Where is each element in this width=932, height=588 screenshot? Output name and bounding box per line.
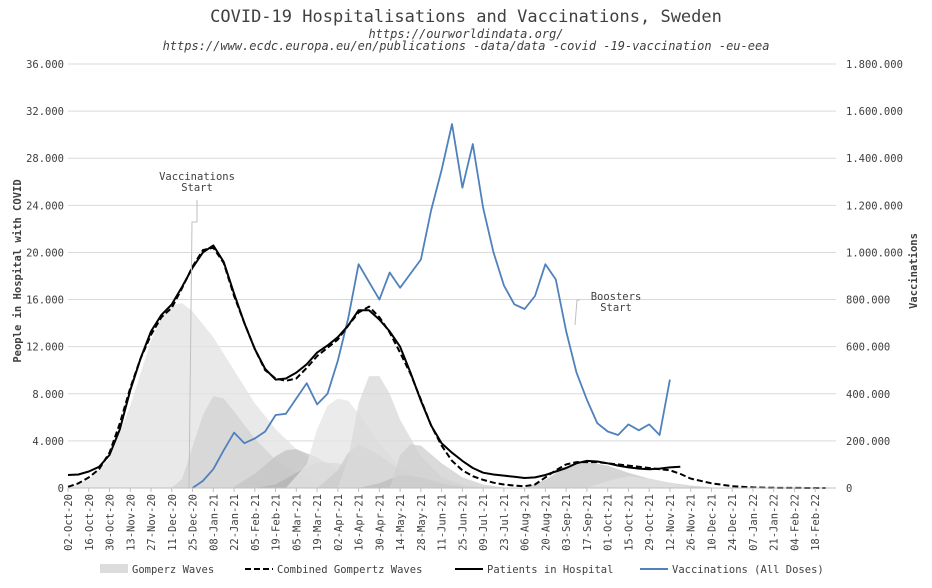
y-right-tick-label: 0 xyxy=(846,483,852,495)
legend: Gomperz Waves Combined Gompertz Waves Pati… xyxy=(100,564,824,576)
y-left-tick-label: 4.000 xyxy=(32,436,64,448)
annotation-boosters-start: Start xyxy=(600,302,632,314)
x-tick-label: 01-Oct-21 xyxy=(603,494,615,551)
x-tick-label: 05-Feb-21 xyxy=(250,494,262,551)
x-tick-label: 23-Jul-21 xyxy=(499,494,511,551)
x-tick-label: 27-Nov-20 xyxy=(146,494,158,551)
annotation-vaccinations-start: Start xyxy=(181,182,213,194)
combined-gompertz-line xyxy=(67,246,826,489)
x-tick-label: 10-Dec-21 xyxy=(706,494,718,551)
y-right-tick-label: 400.000 xyxy=(846,389,890,401)
x-tick-label: 25-Dec-20 xyxy=(188,494,200,551)
y-right-tick-label: 1.600.000 xyxy=(846,106,903,118)
x-tick-label: 07-Jan-22 xyxy=(748,494,760,551)
series-lines xyxy=(67,123,826,489)
x-tick-label: 19-Feb-21 xyxy=(271,494,283,551)
x-tick-label: 22-Jan-21 xyxy=(229,494,241,551)
chart-source-1: https://ourworldindata.org/ xyxy=(368,27,563,41)
x-tick-label: 30-Oct-20 xyxy=(105,494,117,551)
x-tick-label: 11-Dec-20 xyxy=(167,494,179,551)
vaccinations-start-leader xyxy=(188,200,198,489)
x-tick-label: 28-May-21 xyxy=(416,494,428,551)
legend-label: Vaccinations (All Doses) xyxy=(672,564,824,576)
y-left-tick-label: 16.000 xyxy=(26,295,64,307)
chart-source-2: https://www.ecdc.europa.eu/en/publicatio… xyxy=(163,39,770,53)
legend-label: Gomperz Waves xyxy=(132,564,214,576)
annotation-boosters-start: Boosters xyxy=(591,291,642,303)
gompertz-wave-area xyxy=(586,476,691,488)
x-tick-label: 12-Nov-21 xyxy=(665,494,677,551)
x-tick-label: 04-Feb-22 xyxy=(789,494,801,551)
x-tick-label: 21-Jan-22 xyxy=(769,494,781,551)
y-left-tick-label: 32.000 xyxy=(26,106,64,118)
y-right-tick-label: 1.200.000 xyxy=(846,200,903,212)
y-axis-left-title: People in Hospital with COVID xyxy=(12,179,24,362)
y-left-tick-label: 24.000 xyxy=(26,200,64,212)
y-right-tick-label: 600.000 xyxy=(846,342,890,354)
x-tick-label: 05-Mar-21 xyxy=(291,494,303,551)
y-left-tick-label: 8.000 xyxy=(32,389,64,401)
vaccinations-line xyxy=(191,123,671,489)
annotation-vaccinations-start: Vaccinations xyxy=(159,171,235,183)
x-tick-label: 20-Aug-21 xyxy=(540,494,552,551)
x-tick-label: 19-Mar-21 xyxy=(312,494,324,551)
gompertz-wave-area xyxy=(171,396,359,488)
x-tick-label: 06-Aug-21 xyxy=(520,494,532,551)
axes: 0 4.000 8.000 12.000 16.000 20.000 24.000 28.00… xyxy=(26,59,903,551)
x-tick-label: 08-Jan-21 xyxy=(208,494,220,551)
x-tick-label: 09-Jul-21 xyxy=(478,494,490,551)
boosters-start-leader xyxy=(574,299,580,326)
y-right-tick-label: 800.000 xyxy=(846,295,890,307)
y-left-tick-label: 20.000 xyxy=(26,247,64,259)
legend-label: Combined Gompertz Waves xyxy=(277,564,422,576)
x-tick-label: 02-Apr-21 xyxy=(333,494,345,551)
gompertz-wave-area xyxy=(68,303,401,488)
gompertz-wave-area xyxy=(524,462,712,488)
x-tick-label: 30-Apr-21 xyxy=(374,494,386,551)
x-tick-label: 13-Nov-20 xyxy=(125,494,137,551)
y-axis-right-title: Vaccinations xyxy=(908,233,920,309)
x-tick-label: 14-May-21 xyxy=(395,494,407,551)
gompertz-wave-area xyxy=(389,444,504,488)
y-right-tick-label: 1.000.000 xyxy=(846,247,903,259)
legend-swatch-gomperz xyxy=(100,564,128,573)
x-tick-label: 02-Oct-20 xyxy=(63,494,75,551)
gridlines xyxy=(68,63,836,442)
x-tick-label: 15-Oct-21 xyxy=(623,494,635,551)
x-tick-label: 11-Jun-21 xyxy=(437,494,449,551)
legend-label: Patients in Hospital xyxy=(487,564,613,576)
x-tick-label: 03-Sep-21 xyxy=(561,494,573,551)
gompertz-wave-areas xyxy=(68,303,712,488)
y-right-tick-label: 1.800.000 xyxy=(846,59,903,71)
patients-in-hospital-line xyxy=(67,244,681,479)
x-tick-label: 16-Apr-21 xyxy=(354,494,366,551)
x-tick-label: 24-Dec-21 xyxy=(727,494,739,551)
x-tick-label: 17-Sep-21 xyxy=(582,494,594,551)
y-left-tick-label: 0 xyxy=(58,483,64,495)
gompertz-wave-area xyxy=(337,376,484,488)
x-tick-label: 18-Feb-22 xyxy=(810,494,822,551)
x-tick-label: 26-Nov-21 xyxy=(686,494,698,551)
y-left-tick-label: 36.000 xyxy=(26,59,64,71)
x-tick-label: 16-Oct-20 xyxy=(84,494,96,551)
chart-title: COVID-19 Hospitalisations and Vaccinatio… xyxy=(210,7,722,27)
y-right-tick-label: 200.000 xyxy=(846,436,890,448)
x-tick-label: 29-Oct-21 xyxy=(644,494,656,551)
y-left-tick-label: 12.000 xyxy=(26,342,64,354)
y-left-tick-label: 28.000 xyxy=(26,153,64,165)
x-tick-label: 25-Jun-21 xyxy=(457,494,469,551)
y-right-tick-label: 1.400.000 xyxy=(846,153,903,165)
